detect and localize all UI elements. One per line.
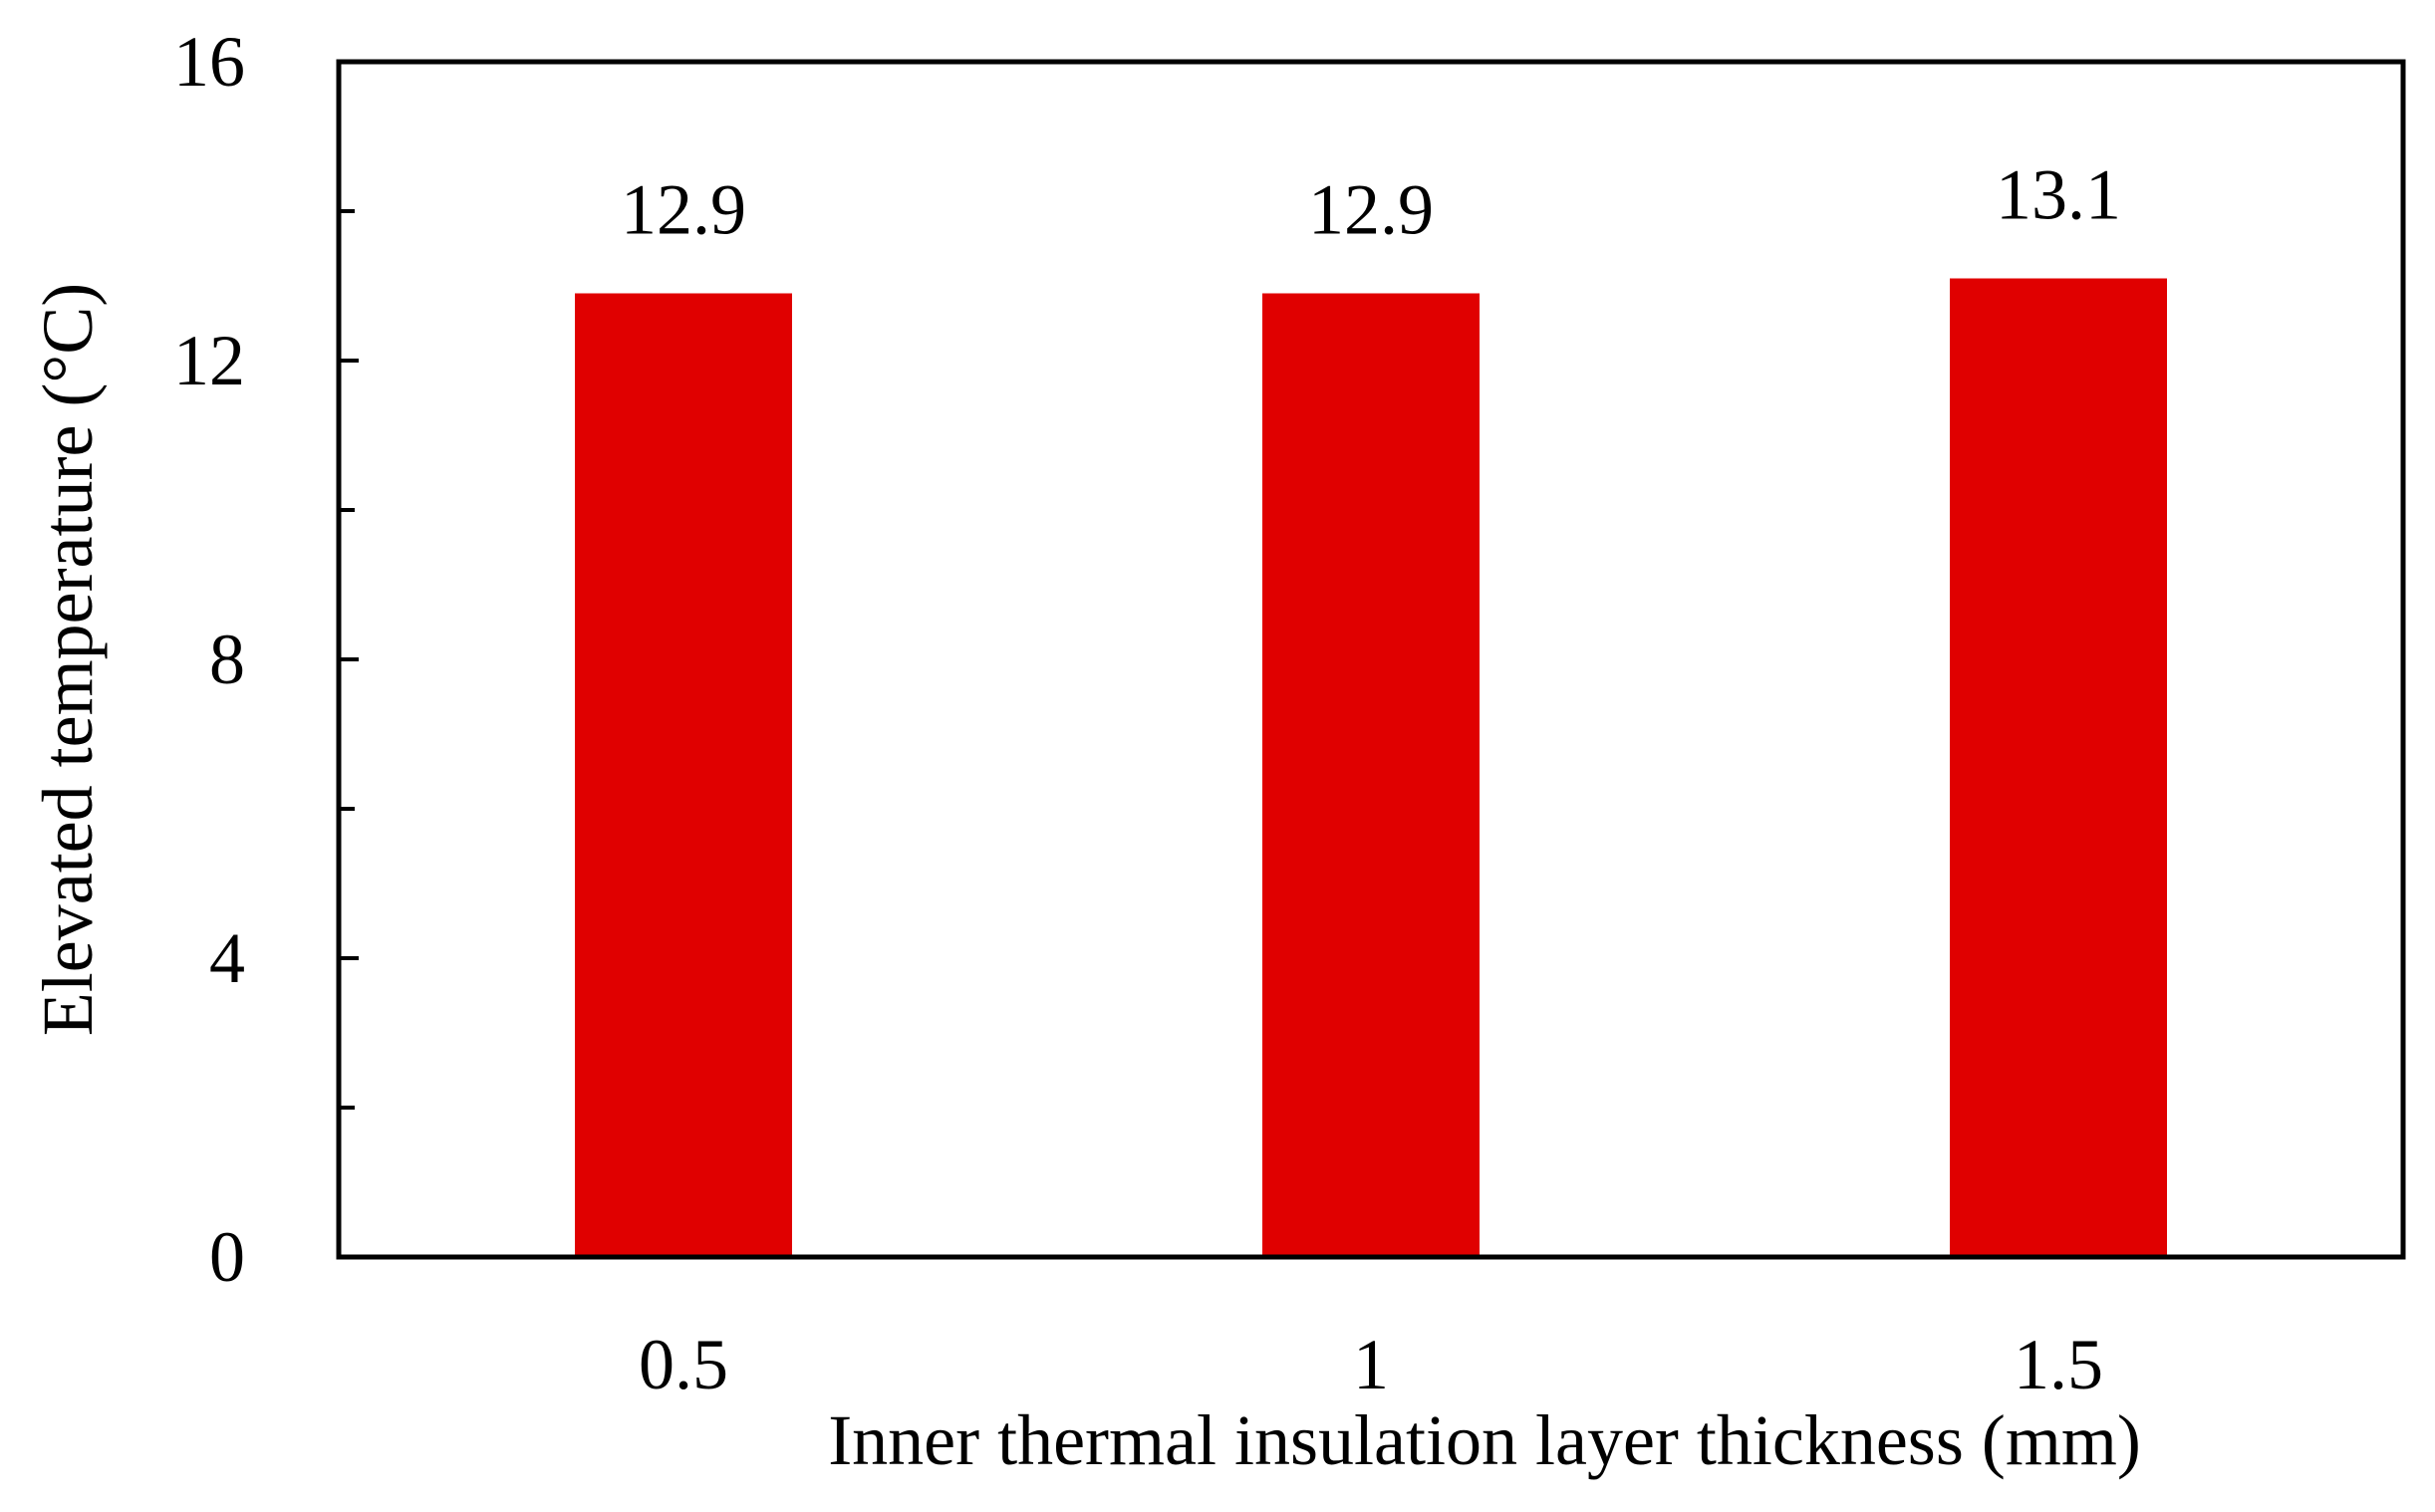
- y-tick-label: 12: [173, 321, 245, 400]
- y-tick-label: 8: [209, 620, 245, 699]
- y-tick-label: 4: [209, 918, 245, 998]
- x-tick-label: 1: [1353, 1325, 1389, 1404]
- bar-0.5: [575, 293, 792, 1257]
- bar-1.5: [1950, 278, 2167, 1257]
- x-tick-label: 0.5: [639, 1325, 728, 1404]
- y-axis-title: Elevated temperature (°C): [28, 283, 108, 1036]
- plot-frame: [336, 59, 2406, 1260]
- y-tick-label: 16: [173, 22, 245, 102]
- x-tick-label: 1.5: [2014, 1325, 2103, 1404]
- bar-value-label: 13.1: [1996, 155, 2121, 235]
- x-axis-title: Inner thermal insulation layer thickness…: [828, 1400, 2141, 1480]
- bars-layer: [575, 278, 2167, 1257]
- labels-layer: 12.9 0.5 12.9 1 13.1 1.5 0 4 8 12 16: [173, 22, 2121, 1404]
- bar-value-label: 12.9: [621, 170, 746, 250]
- bar-value-label: 12.9: [1308, 170, 1434, 250]
- ticks-layer: [339, 60, 359, 1259]
- y-tick-label: 0: [209, 1217, 245, 1297]
- bar-1: [1262, 293, 1480, 1257]
